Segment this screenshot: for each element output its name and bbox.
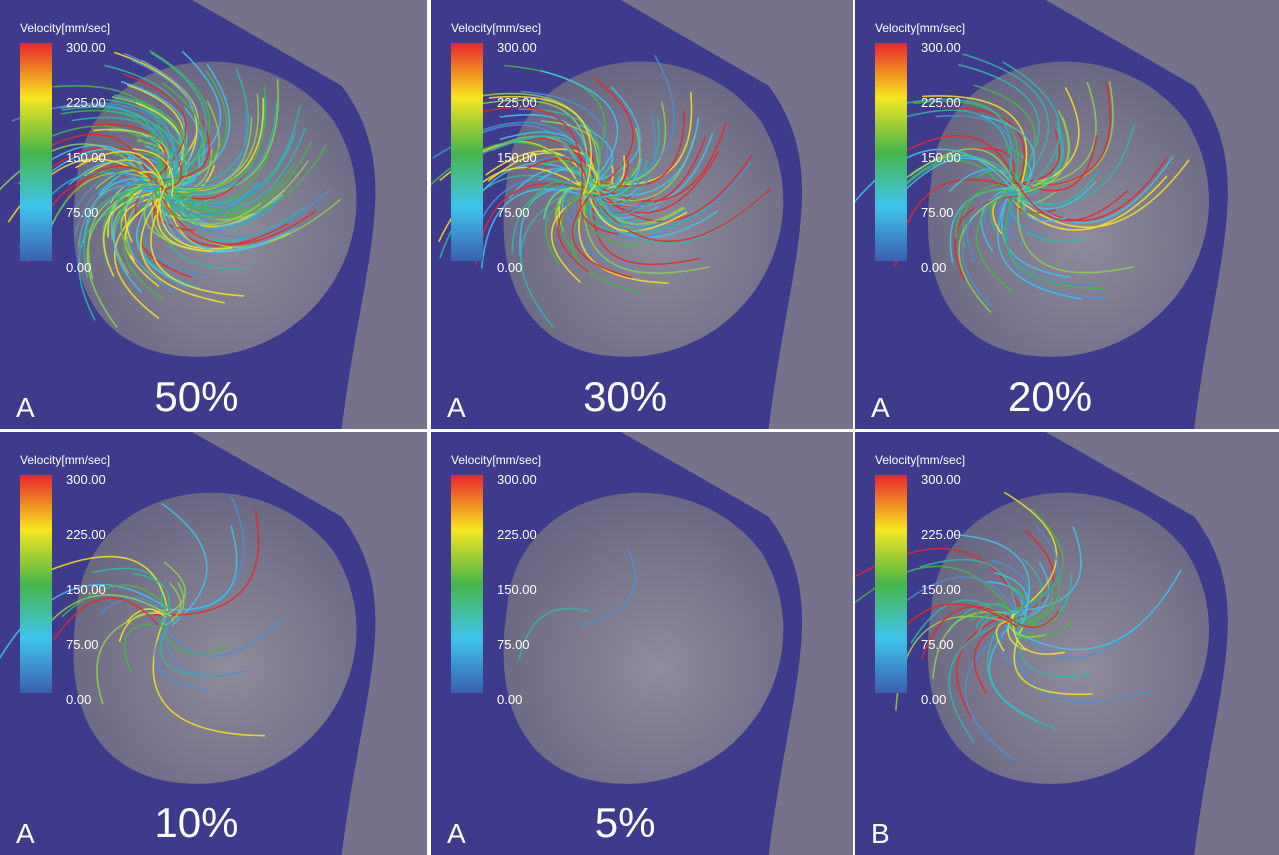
- panel-caption: 30%: [583, 373, 667, 420]
- legend-title: Velocity[mm/sec]: [875, 21, 965, 35]
- scale-label: 75.00: [921, 637, 954, 652]
- scale-label: 150.00: [66, 150, 106, 165]
- colorbar: [451, 475, 483, 693]
- scale-label: 225.00: [497, 95, 537, 110]
- scene: [423, 0, 853, 429]
- scale-label: 150.00: [921, 582, 961, 597]
- scene: [431, 432, 853, 855]
- scale-label: 300.00: [66, 472, 106, 487]
- panel-letter: B: [871, 818, 890, 849]
- scale-label: 225.00: [66, 527, 106, 542]
- scale-label: 225.00: [921, 527, 961, 542]
- scale-label: 75.00: [66, 205, 99, 220]
- colorbar: [20, 43, 52, 261]
- panel-letter: A: [16, 392, 35, 423]
- legend-title: Velocity[mm/sec]: [451, 453, 541, 467]
- scale-label: 300.00: [66, 40, 106, 55]
- panel: Velocity[mm/sec] 300.00 225.00 150.00 75.00 0…: [0, 432, 427, 855]
- scale-label: 300.00: [921, 40, 961, 55]
- scale-label: 150.00: [921, 150, 961, 165]
- legend-title: Velocity[mm/sec]: [451, 21, 541, 35]
- scene: [0, 0, 427, 429]
- scale-label: 0.00: [497, 692, 522, 707]
- panel: Velocity[mm/sec] 300.00 225.00 150.00 75.00 0…: [845, 0, 1279, 429]
- scale-label: 300.00: [921, 472, 961, 487]
- scale-label: 75.00: [921, 205, 954, 220]
- figure: Velocity[mm/sec] 300.00 225.00 150.00 75.00 0…: [0, 0, 1279, 855]
- scene: [844, 432, 1279, 855]
- scale-label: 75.00: [497, 205, 530, 220]
- colorbar: [20, 475, 52, 693]
- scale-label: 150.00: [66, 582, 106, 597]
- panel: Velocity[mm/sec] 300.00 225.00 150.00 75.00 0…: [844, 432, 1279, 855]
- scale-label: 225.00: [66, 95, 106, 110]
- panel-letter: A: [447, 392, 466, 423]
- panel-letter: A: [16, 818, 35, 849]
- legend-title: Velocity[mm/sec]: [20, 21, 110, 35]
- colorbar: [451, 43, 483, 261]
- scale-label: 0.00: [921, 692, 946, 707]
- scene: [0, 432, 427, 855]
- colorbar: [875, 475, 907, 693]
- panel: Velocity[mm/sec] 300.00 225.00 150.00 75.00 0…: [423, 0, 853, 429]
- panel-caption: 50%: [154, 373, 238, 420]
- legend-title: Velocity[mm/sec]: [20, 453, 110, 467]
- scale-label: 225.00: [497, 527, 537, 542]
- colorbar: [875, 43, 907, 261]
- scale-label: 150.00: [497, 582, 537, 597]
- scale-label: 300.00: [497, 472, 537, 487]
- scale-label: 75.00: [497, 637, 530, 652]
- scene: [845, 0, 1279, 429]
- scale-label: 0.00: [66, 260, 91, 275]
- panel: Velocity[mm/sec] 300.00 225.00 150.00 75.00 0…: [0, 0, 427, 429]
- panel: Velocity[mm/sec] 300.00 225.00 150.00 75.00 0…: [431, 432, 853, 855]
- panel-letter: A: [447, 818, 466, 849]
- panel-caption: 10%: [154, 799, 238, 846]
- scale-label: 225.00: [921, 95, 961, 110]
- scale-label: 0.00: [921, 260, 946, 275]
- panel-caption: 20%: [1008, 373, 1092, 420]
- scale-label: 75.00: [66, 637, 99, 652]
- scale-label: 0.00: [497, 260, 522, 275]
- scale-label: 0.00: [66, 692, 91, 707]
- scale-label: 300.00: [497, 40, 537, 55]
- panel-letter: A: [871, 392, 890, 423]
- scale-label: 150.00: [497, 150, 537, 165]
- panel-caption: 5%: [595, 799, 656, 846]
- legend-title: Velocity[mm/sec]: [875, 453, 965, 467]
